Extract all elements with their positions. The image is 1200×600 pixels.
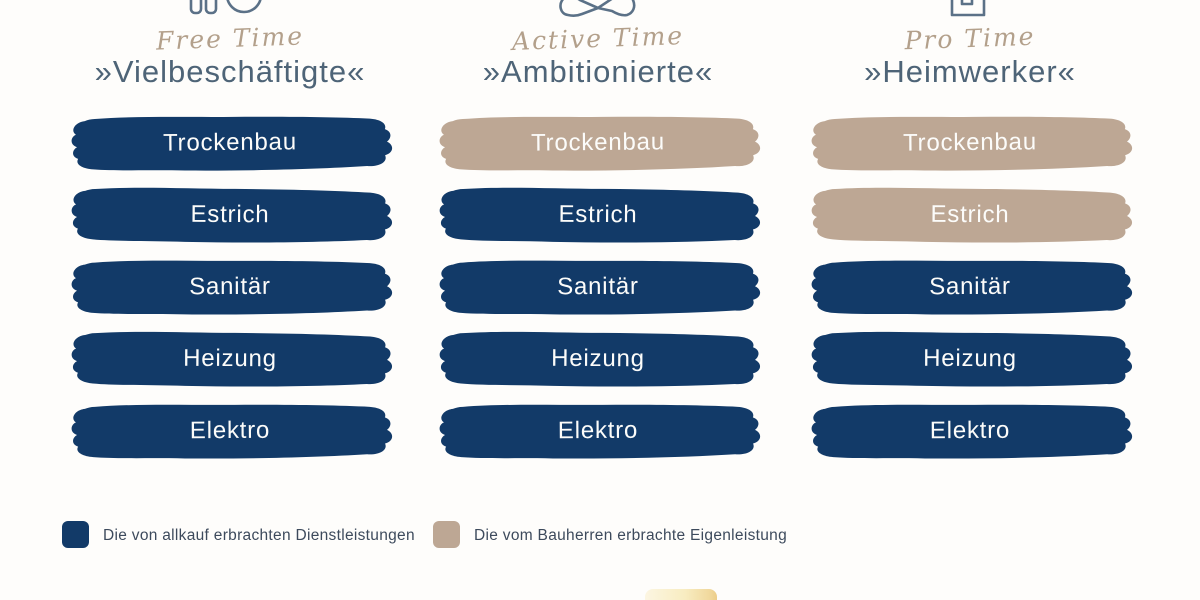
bar-elektro: Elektro [805,401,1135,463]
bar-label: Estrich [558,200,638,229]
bar-heizung: Heizung [805,329,1135,391]
logo-fragment [645,589,717,600]
script-label: Pro Time [904,21,1036,56]
script-label: Active Time [511,21,685,56]
bar-label: Sanitär [557,272,639,301]
bar-trockenbau: Trockenbau [433,113,764,176]
column-title: »Ambitionierte« [482,54,714,89]
bar-label: Estrich [190,200,270,229]
column-title: »Heimwerker« [864,54,1076,89]
legend-label: Die von allkauf erbrachten Dienstleistun… [103,526,415,544]
flexed-arms-icon [559,0,636,17]
legend-swatch-tan [433,521,460,548]
bar-trockenbau: Trockenbau [805,113,1136,176]
legend-label: Die vom Bauherren erbrachte Eigenleistun… [474,526,787,544]
bar-label: Elektro [557,416,639,445]
bar-elektro: Elektro [433,401,763,463]
bar-elektro: Elektro [65,401,395,463]
bar-sanitaer: Sanitär [65,257,395,319]
legend-item-eigenleistung: Die vom Bauherren erbrachte Eigenleistun… [433,521,787,548]
clock-and-lounger-icon [189,0,262,15]
bar-label: Estrich [930,200,1010,229]
bar-label: Sanitär [929,272,1011,301]
bar-label: Trockenbau [162,128,298,157]
bar-label: Heizung [923,344,1017,373]
bar-label: Heizung [551,344,645,373]
bar-sanitaer: Sanitär [805,257,1135,319]
bar-heizung: Heizung [65,329,395,391]
script-label: Free Time [155,21,305,56]
bar-label: Elektro [929,416,1011,445]
legend: Die von allkauf erbrachten Dienstleistun… [0,521,1200,555]
tool-crown-icon [950,0,986,17]
bar-label: Sanitär [189,272,271,301]
bar-estrich: Estrich [805,185,1135,247]
bar-estrich: Estrich [65,185,395,247]
bar-trockenbau: Trockenbau [65,113,396,176]
column-title: »Vielbeschäftigte« [94,54,366,89]
bar-sanitaer: Sanitär [433,257,763,319]
bar-label: Trockenbau [530,128,666,157]
column-header: Free Time »Vielbeschäftigte« [65,0,395,90]
column-header: Pro Time »Heimwerker« [805,0,1135,90]
bar-heizung: Heizung [433,329,763,391]
bar-label: Elektro [189,416,271,445]
legend-swatch-navy [62,521,89,548]
bar-label: Heizung [183,344,277,373]
column-header: Active Time »Ambitionierte« [433,0,763,90]
bar-estrich: Estrich [433,185,763,247]
legend-item-allkauf: Die von allkauf erbrachten Dienstleistun… [62,521,415,548]
bar-label: Trockenbau [902,128,1038,157]
